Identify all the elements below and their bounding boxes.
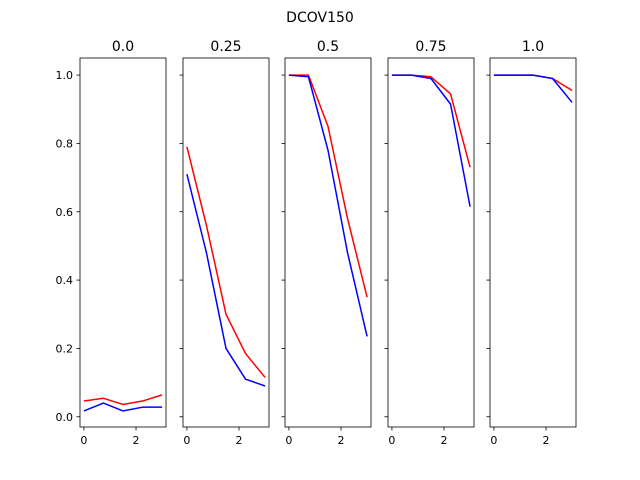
series-line-0 <box>186 146 266 378</box>
y-tick-label: 0.6 <box>56 206 74 219</box>
panel-frame <box>182 57 270 428</box>
series-line-1 <box>83 402 163 412</box>
y-tick-label: 1.0 <box>56 69 74 82</box>
x-tick-label: 2 <box>543 434 550 447</box>
series-line-1 <box>186 173 266 387</box>
series-line-0 <box>288 74 368 298</box>
y-tick-label: 0.2 <box>56 342 74 355</box>
panel-frame <box>489 57 577 428</box>
panel-title: 0.0 <box>112 39 134 55</box>
series-line-1 <box>391 74 471 207</box>
x-tick-label: 2 <box>236 434 243 447</box>
panels-group: 0.0 0.0 0.2 0.4 0.6 0.8 1.0 0 2 0.25 0 2 0.5 0 2 0.75 0 2… <box>56 39 577 447</box>
panel-frame <box>387 57 475 428</box>
series-line-0 <box>391 74 471 168</box>
x-tick-label: 0 <box>388 434 395 447</box>
panel-1: 0.25 0 2 <box>179 39 270 447</box>
x-tick-label: 0 <box>285 434 292 447</box>
series-line-0 <box>83 394 163 406</box>
panel-4: 1.0 0 2 <box>486 39 577 447</box>
panel-title: 0.75 <box>415 39 446 55</box>
y-tick-label: 0.8 <box>56 137 74 150</box>
panel-title: 1.0 <box>522 39 544 55</box>
series-line-1 <box>493 74 573 103</box>
panel-frame <box>79 57 167 428</box>
figure-suptitle: DCOV150 <box>286 10 354 26</box>
x-tick-label: 2 <box>338 434 345 447</box>
x-tick-label: 2 <box>133 434 140 447</box>
series-line-1 <box>288 74 368 337</box>
x-tick-label: 0 <box>80 434 87 447</box>
panel-title: 0.25 <box>210 39 241 55</box>
x-tick-label: 0 <box>490 434 497 447</box>
panel-title: 0.5 <box>317 39 339 55</box>
panel-frame <box>284 57 372 428</box>
x-tick-label: 0 <box>183 434 190 447</box>
panel-0: 0.0 0.0 0.2 0.4 0.6 0.8 1.0 0 2 <box>56 39 167 447</box>
y-tick-label: 0.4 <box>56 274 74 287</box>
panel-3: 0.75 0 2 <box>384 39 475 447</box>
y-tick-label: 0.0 <box>56 411 74 424</box>
panel-2: 0.5 0 2 <box>281 39 372 447</box>
x-tick-label: 2 <box>441 434 448 447</box>
